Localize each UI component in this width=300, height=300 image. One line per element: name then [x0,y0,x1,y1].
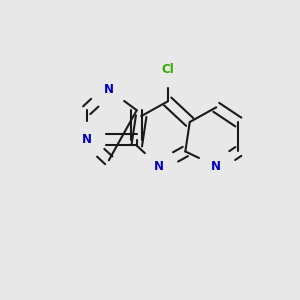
Text: N: N [82,133,92,146]
Text: N: N [104,83,114,96]
Text: Cl: Cl [161,62,174,76]
Text: N: N [154,160,164,173]
Text: N: N [211,160,221,173]
